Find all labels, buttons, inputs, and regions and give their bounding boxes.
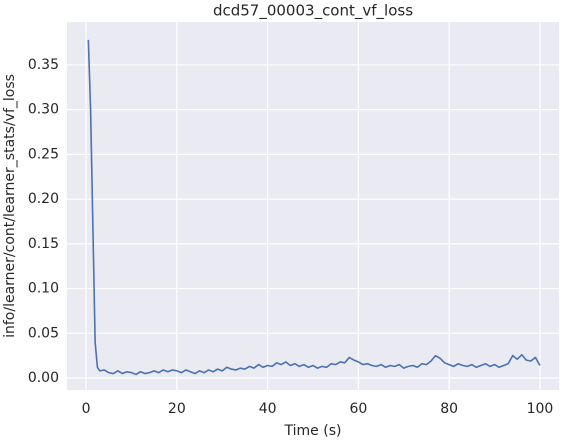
y-tick-label: 0.35: [28, 57, 59, 73]
y-axis-label: info/learner/cont/learner_stats/vf_loss: [2, 74, 18, 338]
data-line: [87, 39, 541, 376]
y-tick-label: 0.15: [28, 236, 59, 252]
x-tick-label: 20: [168, 401, 186, 417]
x-tick-label: 80: [440, 401, 458, 417]
x-axis-label: Time (s): [284, 423, 342, 439]
x-tick-label: 40: [259, 401, 277, 417]
x-tick-label: 100: [527, 401, 554, 417]
x-tick-label: 0: [82, 401, 91, 417]
y-tick-label: 0.25: [28, 146, 59, 162]
y-tick-label: 0.10: [28, 281, 59, 297]
y-tick-label: 0.00: [28, 370, 59, 386]
y-tick-label: 0.20: [28, 191, 59, 207]
y-tick-label: 0.05: [28, 325, 59, 341]
y-tick-label: 0.30: [28, 102, 59, 118]
plot-area: [67, 22, 559, 390]
x-tick-label: 60: [349, 401, 367, 417]
chart-title: dcd57_00003_cont_vf_loss: [213, 2, 413, 21]
